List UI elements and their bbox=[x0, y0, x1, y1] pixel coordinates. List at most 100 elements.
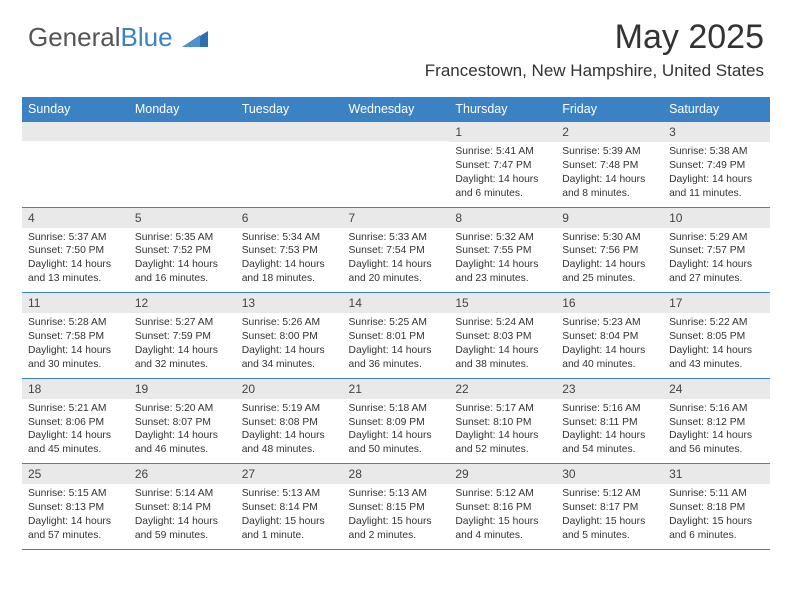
day-cell: 13Sunrise: 5:26 AMSunset: 8:00 PMDayligh… bbox=[236, 293, 343, 379]
day-number: 21 bbox=[343, 379, 450, 399]
day-line: Daylight: 14 hours and 54 minutes. bbox=[562, 429, 657, 457]
day-number: 25 bbox=[22, 464, 129, 484]
day-cell: 4Sunrise: 5:37 AMSunset: 7:50 PMDaylight… bbox=[22, 207, 129, 293]
day-number: 4 bbox=[22, 208, 129, 228]
day-line: Sunrise: 5:30 AM bbox=[562, 231, 657, 245]
day-line: Sunrise: 5:27 AM bbox=[135, 316, 230, 330]
day-cell: 1Sunrise: 5:41 AMSunset: 7:47 PMDaylight… bbox=[449, 122, 556, 208]
day-cell: 12Sunrise: 5:27 AMSunset: 7:59 PMDayligh… bbox=[129, 293, 236, 379]
day-line: Sunrise: 5:17 AM bbox=[455, 402, 550, 416]
day-content: Sunrise: 5:18 AMSunset: 8:09 PMDaylight:… bbox=[343, 399, 450, 464]
day-number bbox=[129, 122, 236, 141]
day-line: Sunset: 7:52 PM bbox=[135, 244, 230, 258]
day-line: Sunrise: 5:12 AM bbox=[562, 487, 657, 501]
day-cell: 11Sunrise: 5:28 AMSunset: 7:58 PMDayligh… bbox=[22, 293, 129, 379]
day-line: Sunrise: 5:16 AM bbox=[669, 402, 764, 416]
day-line: Daylight: 14 hours and 52 minutes. bbox=[455, 429, 550, 457]
day-cell: 31Sunrise: 5:11 AMSunset: 8:18 PMDayligh… bbox=[663, 464, 770, 550]
day-line: Daylight: 14 hours and 20 minutes. bbox=[349, 258, 444, 286]
day-content: Sunrise: 5:38 AMSunset: 7:49 PMDaylight:… bbox=[663, 142, 770, 207]
day-cell: 24Sunrise: 5:16 AMSunset: 8:12 PMDayligh… bbox=[663, 378, 770, 464]
day-number: 27 bbox=[236, 464, 343, 484]
day-line: Daylight: 14 hours and 43 minutes. bbox=[669, 344, 764, 372]
day-line: Sunset: 8:12 PM bbox=[669, 416, 764, 430]
day-content: Sunrise: 5:17 AMSunset: 8:10 PMDaylight:… bbox=[449, 399, 556, 464]
day-line: Sunset: 8:13 PM bbox=[28, 501, 123, 515]
day-line: Sunset: 7:58 PM bbox=[28, 330, 123, 344]
day-line: Sunrise: 5:24 AM bbox=[455, 316, 550, 330]
day-line: Daylight: 14 hours and 50 minutes. bbox=[349, 429, 444, 457]
day-line: Sunset: 7:55 PM bbox=[455, 244, 550, 258]
day-line: Daylight: 15 hours and 5 minutes. bbox=[562, 515, 657, 543]
day-cell: 25Sunrise: 5:15 AMSunset: 8:13 PMDayligh… bbox=[22, 464, 129, 550]
day-number: 11 bbox=[22, 293, 129, 313]
day-line: Daylight: 14 hours and 11 minutes. bbox=[669, 173, 764, 201]
day-line: Sunrise: 5:34 AM bbox=[242, 231, 337, 245]
day-line: Sunset: 7:56 PM bbox=[562, 244, 657, 258]
day-content: Sunrise: 5:22 AMSunset: 8:05 PMDaylight:… bbox=[663, 313, 770, 378]
calendar-table: SundayMondayTuesdayWednesdayThursdayFrid… bbox=[22, 97, 770, 550]
day-content bbox=[236, 141, 343, 199]
day-content: Sunrise: 5:26 AMSunset: 8:00 PMDaylight:… bbox=[236, 313, 343, 378]
day-line: Sunset: 7:48 PM bbox=[562, 159, 657, 173]
day-line: Sunset: 7:49 PM bbox=[669, 159, 764, 173]
day-line: Sunset: 7:59 PM bbox=[135, 330, 230, 344]
week-row: 25Sunrise: 5:15 AMSunset: 8:13 PMDayligh… bbox=[22, 464, 770, 550]
day-content: Sunrise: 5:24 AMSunset: 8:03 PMDaylight:… bbox=[449, 313, 556, 378]
day-content: Sunrise: 5:27 AMSunset: 7:59 PMDaylight:… bbox=[129, 313, 236, 378]
day-cell bbox=[343, 122, 450, 208]
day-cell: 19Sunrise: 5:20 AMSunset: 8:07 PMDayligh… bbox=[129, 378, 236, 464]
day-content: Sunrise: 5:12 AMSunset: 8:17 PMDaylight:… bbox=[556, 484, 663, 549]
day-line: Sunset: 8:15 PM bbox=[349, 501, 444, 515]
day-content: Sunrise: 5:30 AMSunset: 7:56 PMDaylight:… bbox=[556, 228, 663, 293]
weekday-header: Saturday bbox=[663, 97, 770, 122]
day-cell: 2Sunrise: 5:39 AMSunset: 7:48 PMDaylight… bbox=[556, 122, 663, 208]
day-cell bbox=[129, 122, 236, 208]
day-line: Daylight: 14 hours and 16 minutes. bbox=[135, 258, 230, 286]
day-number: 19 bbox=[129, 379, 236, 399]
day-content: Sunrise: 5:34 AMSunset: 7:53 PMDaylight:… bbox=[236, 228, 343, 293]
day-number: 24 bbox=[663, 379, 770, 399]
day-line: Daylight: 14 hours and 13 minutes. bbox=[28, 258, 123, 286]
day-number: 1 bbox=[449, 122, 556, 142]
day-line: Sunrise: 5:23 AM bbox=[562, 316, 657, 330]
day-line: Sunrise: 5:16 AM bbox=[562, 402, 657, 416]
weekday-header: Wednesday bbox=[343, 97, 450, 122]
day-line: Sunset: 8:14 PM bbox=[135, 501, 230, 515]
day-line: Sunset: 8:00 PM bbox=[242, 330, 337, 344]
day-cell: 3Sunrise: 5:38 AMSunset: 7:49 PMDaylight… bbox=[663, 122, 770, 208]
day-line: Sunset: 7:54 PM bbox=[349, 244, 444, 258]
week-row: 18Sunrise: 5:21 AMSunset: 8:06 PMDayligh… bbox=[22, 378, 770, 464]
day-content: Sunrise: 5:37 AMSunset: 7:50 PMDaylight:… bbox=[22, 228, 129, 293]
day-content: Sunrise: 5:21 AMSunset: 8:06 PMDaylight:… bbox=[22, 399, 129, 464]
day-line: Sunset: 8:05 PM bbox=[669, 330, 764, 344]
day-cell: 30Sunrise: 5:12 AMSunset: 8:17 PMDayligh… bbox=[556, 464, 663, 550]
day-line: Sunrise: 5:21 AM bbox=[28, 402, 123, 416]
day-number: 26 bbox=[129, 464, 236, 484]
day-cell: 14Sunrise: 5:25 AMSunset: 8:01 PMDayligh… bbox=[343, 293, 450, 379]
day-line: Daylight: 15 hours and 1 minute. bbox=[242, 515, 337, 543]
day-number: 14 bbox=[343, 293, 450, 313]
day-number: 9 bbox=[556, 208, 663, 228]
day-line: Daylight: 14 hours and 45 minutes. bbox=[28, 429, 123, 457]
day-content: Sunrise: 5:16 AMSunset: 8:12 PMDaylight:… bbox=[663, 399, 770, 464]
day-line: Sunrise: 5:37 AM bbox=[28, 231, 123, 245]
day-content: Sunrise: 5:23 AMSunset: 8:04 PMDaylight:… bbox=[556, 313, 663, 378]
day-cell: 5Sunrise: 5:35 AMSunset: 7:52 PMDaylight… bbox=[129, 207, 236, 293]
day-cell: 16Sunrise: 5:23 AMSunset: 8:04 PMDayligh… bbox=[556, 293, 663, 379]
day-number: 12 bbox=[129, 293, 236, 313]
day-number: 18 bbox=[22, 379, 129, 399]
day-line: Daylight: 14 hours and 59 minutes. bbox=[135, 515, 230, 543]
day-line: Sunset: 8:03 PM bbox=[455, 330, 550, 344]
day-line: Sunrise: 5:25 AM bbox=[349, 316, 444, 330]
day-number: 22 bbox=[449, 379, 556, 399]
day-cell: 22Sunrise: 5:17 AMSunset: 8:10 PMDayligh… bbox=[449, 378, 556, 464]
day-content: Sunrise: 5:14 AMSunset: 8:14 PMDaylight:… bbox=[129, 484, 236, 549]
day-line: Daylight: 14 hours and 56 minutes. bbox=[669, 429, 764, 457]
day-line: Daylight: 15 hours and 6 minutes. bbox=[669, 515, 764, 543]
day-cell: 28Sunrise: 5:13 AMSunset: 8:15 PMDayligh… bbox=[343, 464, 450, 550]
day-line: Daylight: 14 hours and 34 minutes. bbox=[242, 344, 337, 372]
day-number: 13 bbox=[236, 293, 343, 313]
day-line: Sunrise: 5:13 AM bbox=[349, 487, 444, 501]
day-cell: 21Sunrise: 5:18 AMSunset: 8:09 PMDayligh… bbox=[343, 378, 450, 464]
